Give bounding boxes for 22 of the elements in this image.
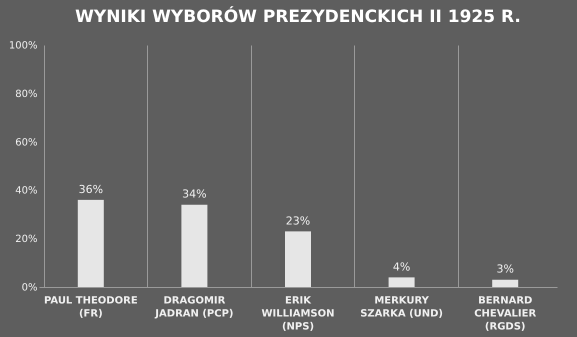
data-label: 3% (496, 262, 514, 276)
bar (78, 200, 104, 287)
data-label: 36% (78, 182, 104, 196)
chart-title: WYNIKI WYBORÓW PREZYDENCKICH II 1925 R. (75, 6, 521, 27)
y-tick-label: 20% (15, 234, 38, 246)
x-tick-label: PAUL THEODORE (FR) (44, 296, 138, 320)
x-tick-label: MERKURY SZARKA (UND) (360, 296, 443, 320)
bar (388, 277, 415, 287)
y-tick-label: 80% (15, 88, 38, 100)
y-tick-label: 40% (15, 186, 38, 197)
y-tick-label: 100% (8, 40, 38, 52)
data-label: 34% (182, 188, 207, 201)
bar (285, 231, 311, 287)
y-tick-label: 0% (22, 282, 38, 294)
x-tick-label: ERIK WILLIAMSON (NPS) (262, 296, 334, 332)
bar (492, 280, 518, 287)
bar (181, 204, 208, 287)
data-label: 23% (286, 214, 310, 228)
y-tick-label: 60% (15, 137, 38, 148)
x-tick-label: DRAGOMIR JADRAN (PCP) (154, 296, 234, 320)
data-label: 4% (392, 260, 410, 274)
x-tick-label: BERNARD CHEVALIER (RGDS) (474, 296, 536, 332)
